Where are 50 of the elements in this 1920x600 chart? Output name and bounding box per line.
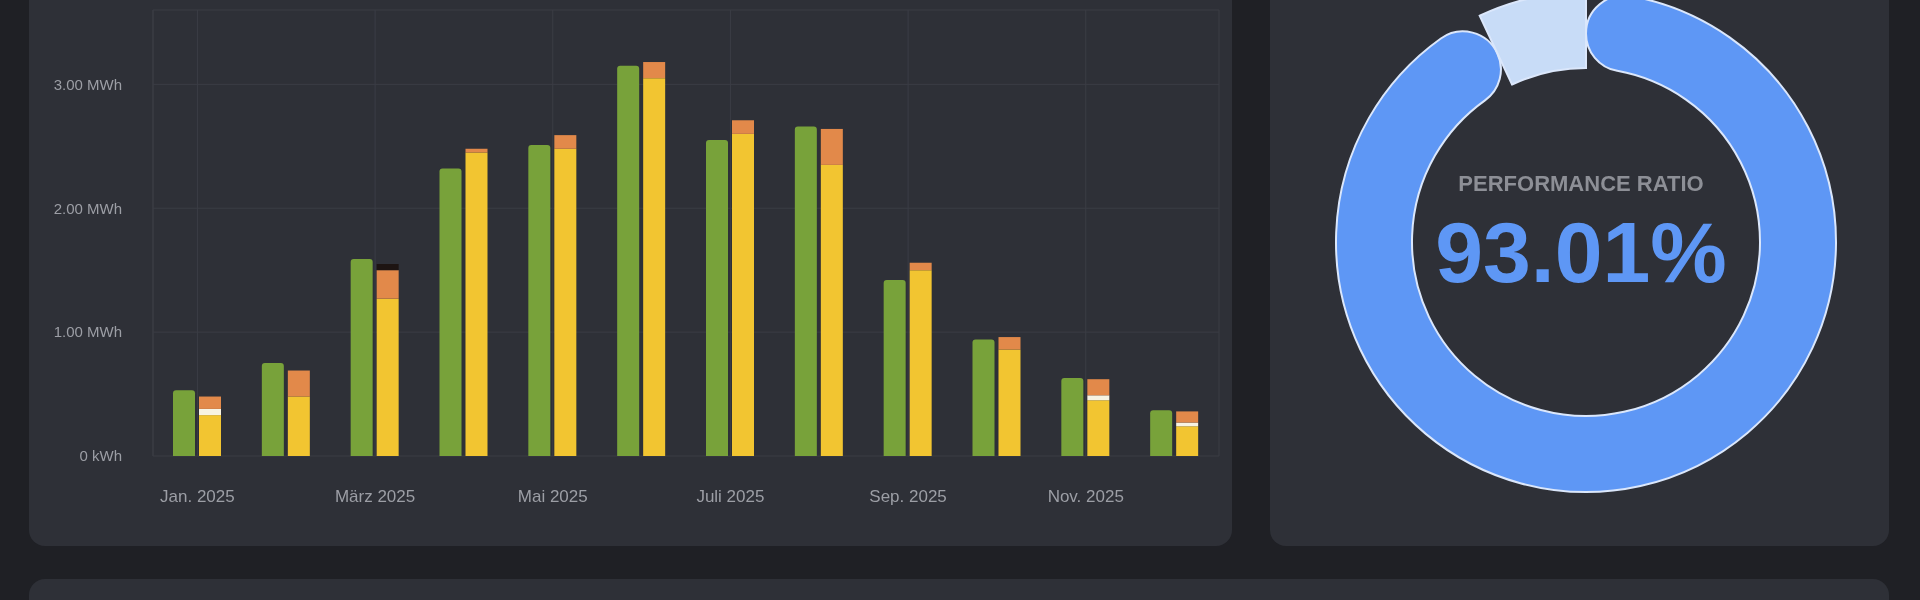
text: PERFORMANCE RATIO [1458, 171, 1704, 196]
bar [794, 126, 817, 456]
bar [1176, 426, 1199, 456]
y-tick-label: 1.00 MWh [53, 323, 122, 341]
bar [287, 396, 310, 456]
bar [1150, 410, 1173, 456]
bar [732, 120, 754, 134]
x-tick-label: Nov. 2025 [1047, 487, 1124, 507]
bar [883, 280, 906, 456]
bar [732, 133, 754, 456]
bar [199, 408, 221, 416]
bar [706, 140, 728, 456]
bar [998, 349, 1021, 456]
bar [528, 145, 551, 456]
bar [1087, 400, 1110, 456]
bar [376, 263, 399, 271]
x-tick-label: Sep. 2025 [869, 487, 947, 507]
bar [1087, 395, 1110, 401]
bar [909, 270, 932, 456]
x-tick-label: Jan. 2025 [160, 487, 235, 507]
bar [1061, 377, 1084, 456]
bar [439, 168, 462, 456]
bar [617, 65, 640, 456]
bar [465, 152, 488, 456]
bar [998, 337, 1021, 350]
x-tick-label: Mai 2025 [517, 487, 588, 507]
bar [972, 339, 995, 456]
x-tick-label: März 2025 [334, 487, 416, 507]
bar [261, 363, 284, 456]
bar [554, 135, 577, 149]
bar [287, 370, 310, 397]
bar [199, 396, 221, 409]
y-tick-label: 0 kWh [79, 447, 122, 465]
bar [376, 270, 399, 299]
y-tick-label: 3.00 MWh [53, 75, 122, 93]
y-tick-label: 2.00 MWh [53, 199, 122, 217]
bar [376, 298, 399, 456]
bar [199, 415, 221, 456]
bar [820, 128, 843, 165]
bar [173, 390, 195, 456]
bar [909, 262, 932, 271]
bar [1176, 411, 1199, 423]
bar [350, 259, 373, 456]
bar [1087, 379, 1110, 396]
data-label: 93.01% [1435, 204, 1727, 300]
bar [554, 148, 577, 456]
bar [643, 62, 666, 79]
x-tick-label: Juli 2025 [696, 487, 765, 507]
bar [820, 164, 843, 456]
bar [643, 78, 666, 456]
